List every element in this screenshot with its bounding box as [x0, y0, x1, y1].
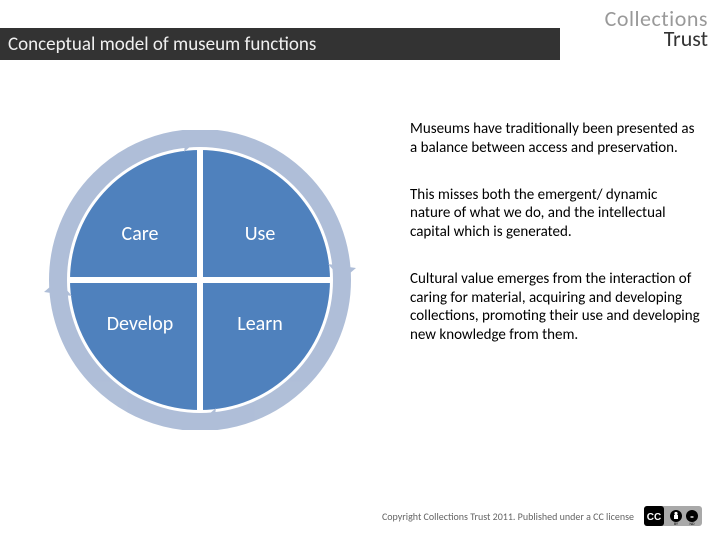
cc-license-icon: CC BY = ND [644, 506, 702, 526]
footer: Copyright Collections Trust 2011. Publis… [382, 506, 702, 526]
page-title: Conceptual model of museum functions [8, 33, 316, 56]
quadrant-label-learn: Learn [237, 312, 282, 336]
logo: Collections Trust [605, 8, 708, 50]
paragraph-3: Cultural value emerges from the interact… [410, 270, 700, 345]
quadrant-label-develop: Develop [107, 312, 174, 336]
svg-text:=: = [690, 512, 694, 521]
slide: Conceptual model of museum functions Col… [0, 0, 720, 540]
body: Care Use Develop Learn Museums have trad… [0, 80, 720, 490]
paragraph-2: This misses both the emergent/ dynamic n… [410, 186, 700, 242]
svg-text:CC: CC [647, 512, 661, 523]
cycle-diagram: Care Use Develop Learn [40, 130, 360, 430]
svg-text:ND: ND [689, 522, 695, 526]
title-bar: Conceptual model of museum functions [0, 28, 560, 60]
paragraph-1: Museums have traditionally been presente… [410, 120, 700, 158]
copyright-text: Copyright Collections Trust 2011. Publis… [382, 510, 634, 523]
header: Conceptual model of museum functions Col… [0, 20, 720, 70]
text-column: Museums have traditionally been presente… [410, 120, 700, 373]
svg-text:BY: BY [674, 522, 678, 526]
quadrant-label-care: Care [122, 222, 159, 246]
quadrant-label-use: Use [245, 222, 276, 246]
